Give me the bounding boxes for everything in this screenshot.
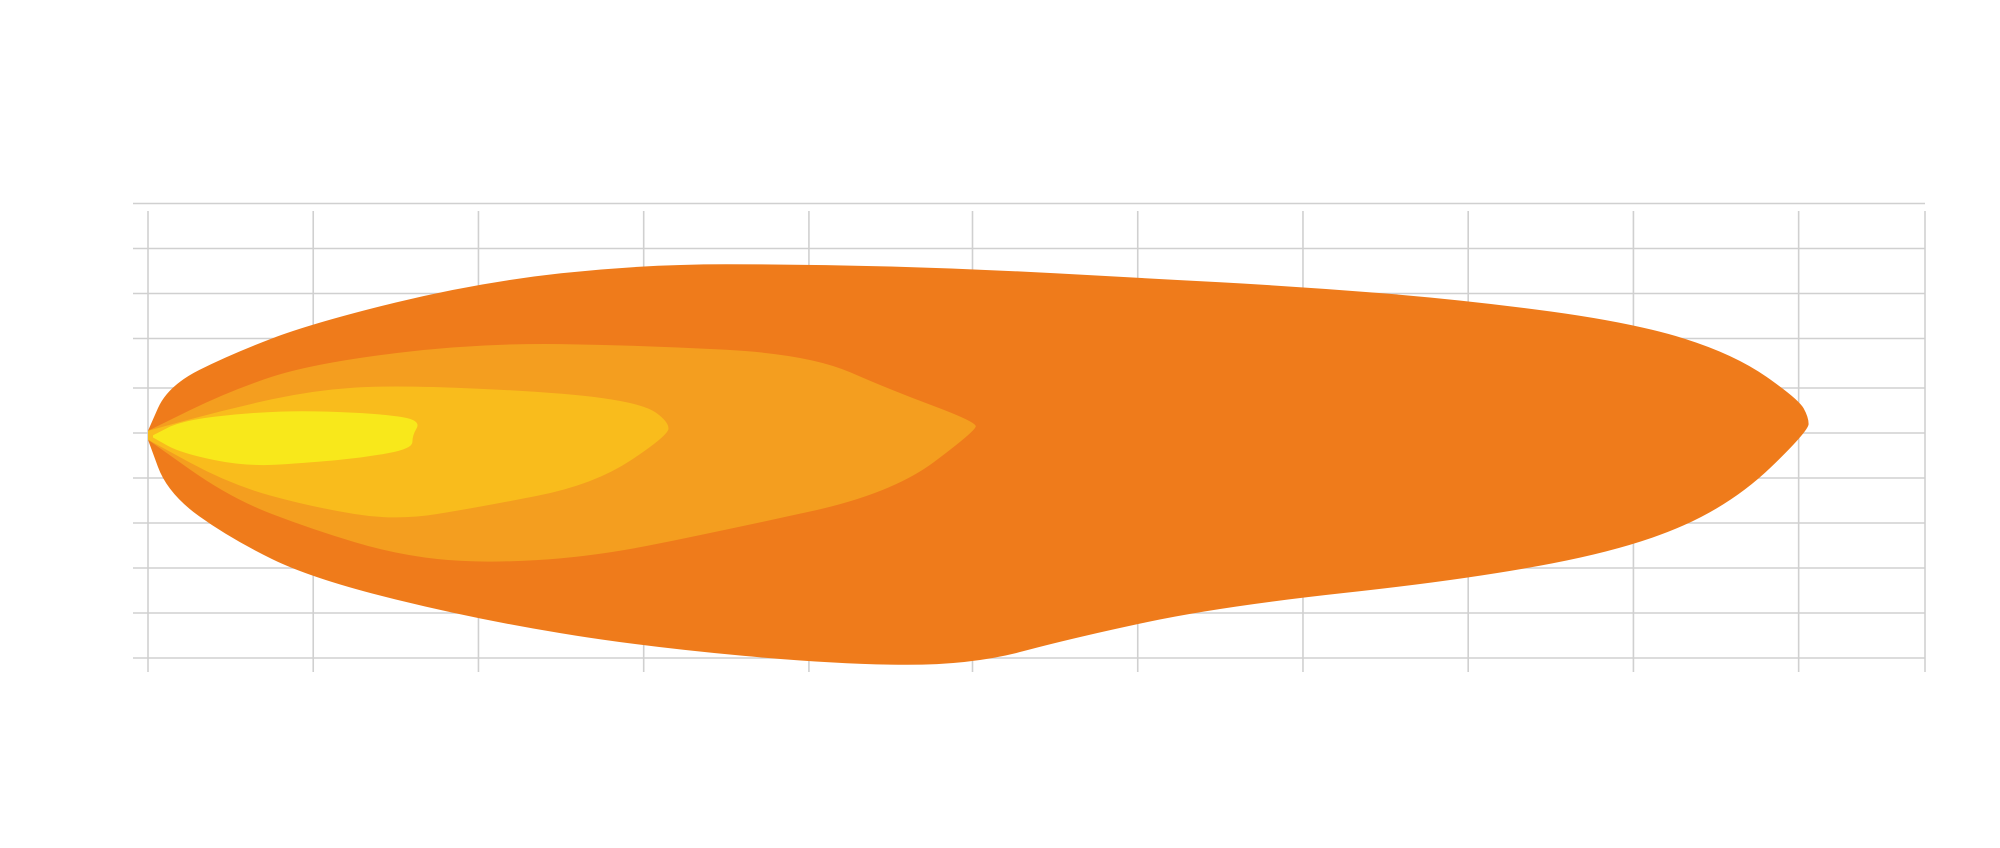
- beam-zone-4: [153, 411, 418, 466]
- beam-zones: [148, 264, 1809, 665]
